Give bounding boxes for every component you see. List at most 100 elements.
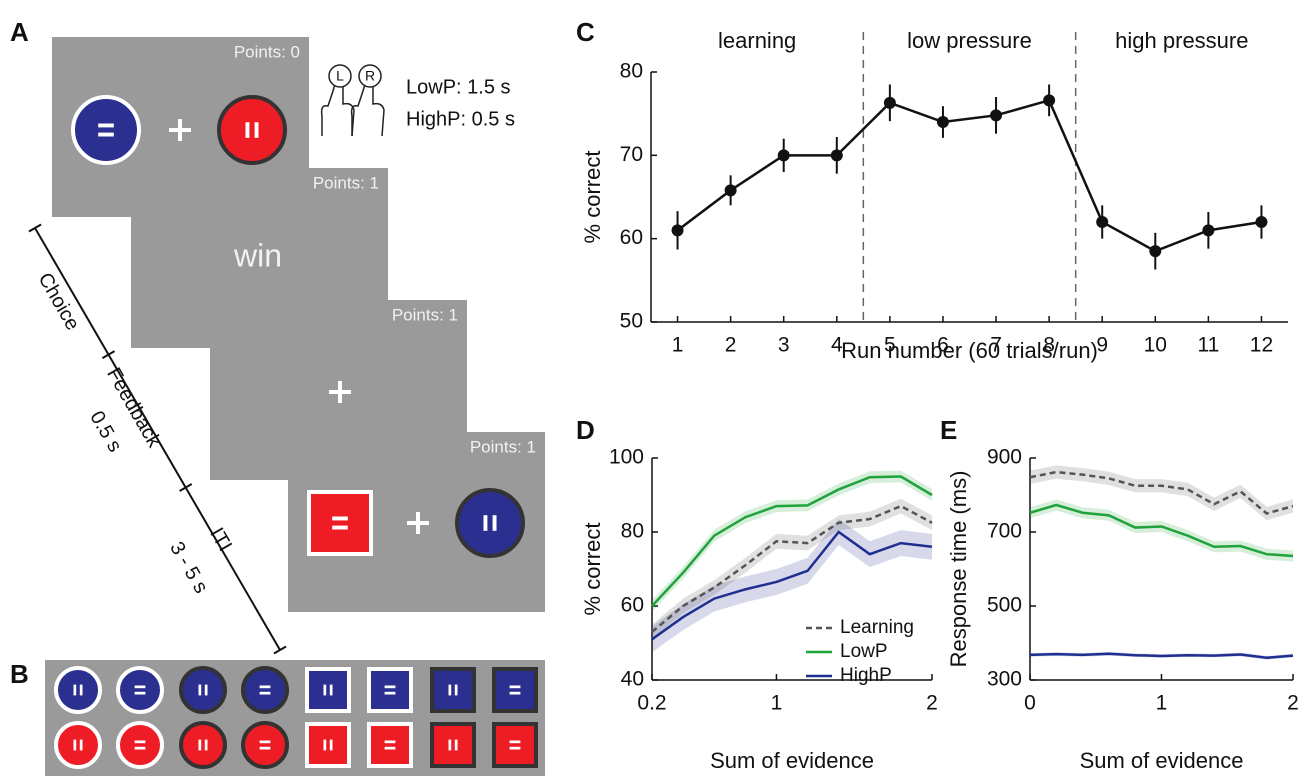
- x-axis-label: Run number (60 trials/run): [841, 338, 1098, 363]
- y-axis-label: % correct: [580, 151, 605, 244]
- section-label: low pressure: [907, 28, 1032, 53]
- stimulus: [494, 724, 536, 766]
- stimulus: [56, 723, 100, 767]
- symbol: [449, 740, 452, 751]
- symbol: [135, 692, 146, 695]
- timeline-tick: [274, 646, 286, 653]
- symbol: [199, 740, 202, 751]
- stimulus: [457, 490, 523, 556]
- panel-label: D: [576, 415, 595, 445]
- stimulus: [369, 669, 411, 711]
- points-text: Points: 1: [392, 305, 458, 324]
- figure: A B C D E Points: 0Points: 1winPoints: 1…: [0, 0, 1304, 776]
- timeline-label: Choice: [34, 269, 84, 334]
- y-axis-label: % correct: [580, 523, 605, 616]
- symbol: [205, 685, 208, 696]
- fixation: [416, 512, 420, 534]
- points-text: Points: 1: [313, 173, 379, 192]
- hand: [352, 82, 384, 136]
- y-tick-label: 70: [620, 143, 643, 166]
- y-tick-label: 50: [620, 310, 643, 333]
- data-point: [1149, 245, 1161, 257]
- symbol: [510, 692, 521, 695]
- y-tick-label: 700: [987, 520, 1022, 543]
- legend-label: LowP: [840, 641, 888, 662]
- hand: [322, 82, 354, 136]
- stimulus: [243, 668, 287, 712]
- legend-label: Learning: [840, 617, 914, 638]
- symbol: [260, 692, 271, 695]
- symbol: [80, 740, 83, 751]
- panel-label: C: [576, 17, 595, 47]
- symbol: [324, 740, 327, 751]
- symbol: [510, 686, 521, 689]
- y-tick-label: 40: [621, 668, 644, 691]
- data-point: [725, 184, 737, 196]
- stimulus-set: [45, 660, 545, 776]
- key-label: L: [336, 68, 344, 84]
- timeline-tick: [102, 351, 114, 358]
- stimulus: [432, 669, 474, 711]
- symbol: [98, 124, 114, 128]
- x-tick-label: 2: [1287, 692, 1299, 715]
- x-axis-label: Sum of evidence: [710, 748, 874, 773]
- x-tick-label: 10: [1144, 334, 1167, 357]
- y-tick-label: 900: [987, 446, 1022, 469]
- symbol: [385, 686, 396, 689]
- timeline-tick: [180, 484, 192, 491]
- x-tick-label: 12: [1250, 334, 1273, 357]
- points-text: Points: 1: [470, 437, 536, 456]
- data-point: [1202, 224, 1214, 236]
- symbol: [455, 740, 458, 751]
- symbol: [455, 685, 458, 696]
- symbol: [385, 692, 396, 695]
- timing-text: HighP: 0.5 s: [406, 108, 515, 130]
- x-tick-label: 0.2: [637, 692, 666, 715]
- symbol: [484, 515, 488, 531]
- symbol: [449, 685, 452, 696]
- feedback-text: win: [233, 237, 282, 273]
- x-tick-label: 1: [771, 692, 783, 715]
- stimulus: [494, 669, 536, 711]
- symbol: [493, 515, 497, 531]
- symbol: [330, 740, 333, 751]
- panel-label: E: [940, 415, 957, 445]
- data-line: [678, 100, 1262, 251]
- stimulus: [243, 723, 287, 767]
- symbol: [135, 741, 146, 744]
- symbol: [74, 685, 77, 696]
- y-tick-label: 60: [621, 594, 644, 617]
- stimulus: [56, 668, 100, 712]
- x-tick-label: 2: [725, 334, 737, 357]
- symbol: [135, 686, 146, 689]
- data-point: [1043, 94, 1055, 106]
- x-tick-label: 2: [926, 692, 938, 715]
- points-text: Points: 0: [234, 42, 300, 61]
- key-label: R: [365, 68, 375, 84]
- symbol: [510, 741, 521, 744]
- symbol: [510, 747, 521, 750]
- y-tick-label: 80: [621, 520, 644, 543]
- symbol: [324, 685, 327, 696]
- stimulus: [73, 97, 139, 163]
- data-point: [1096, 216, 1108, 228]
- stimulus: [118, 723, 162, 767]
- symbol: [74, 740, 77, 751]
- timeline-tick: [29, 224, 41, 231]
- x-axis-label: Sum of evidence: [1080, 748, 1244, 773]
- data-point: [672, 224, 684, 236]
- symbol: [205, 740, 208, 751]
- y-tick-label: 60: [620, 226, 643, 249]
- x-tick-label: 1: [672, 334, 684, 357]
- stimulus: [181, 723, 225, 767]
- panel-label: A: [10, 17, 29, 47]
- data-point: [937, 116, 949, 128]
- x-tick-label: 0: [1024, 692, 1036, 715]
- symbol: [330, 685, 333, 696]
- symbol: [260, 741, 271, 744]
- stimulus: [307, 724, 349, 766]
- stimulus: [309, 492, 371, 554]
- y-tick-label: 300: [987, 668, 1022, 691]
- stimulus: [219, 97, 285, 163]
- symbol: [98, 133, 114, 137]
